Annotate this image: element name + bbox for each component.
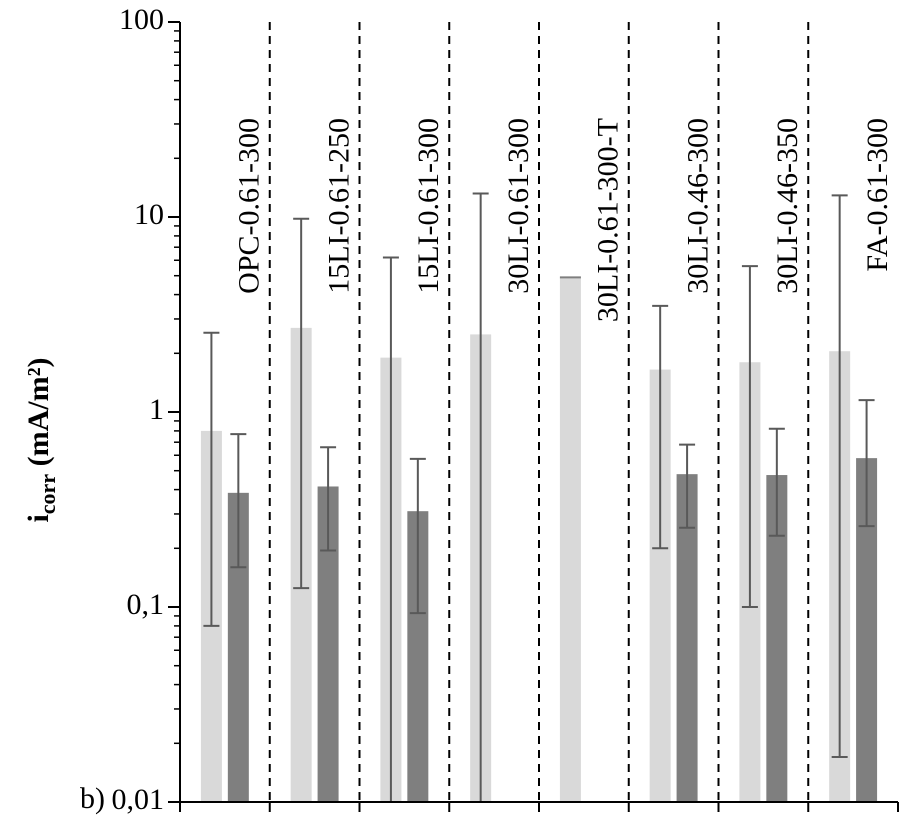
y-tick-label: 10 (134, 198, 164, 231)
y-axis-label-main: i (22, 514, 55, 522)
y-axis-label-sub: corr (35, 474, 60, 515)
category-label: 15LI-0.61-300 (412, 118, 445, 294)
panel-label: b) (80, 782, 105, 815)
y-axis-label: icorr (mA/m²) (22, 357, 60, 522)
y-tick-label: 0,01 (112, 783, 165, 816)
y-tick-label: 100 (119, 3, 164, 36)
y-tick-label: 0,1 (127, 588, 165, 621)
group-dividers (268, 22, 810, 802)
category-label: OPC-0.61-300 (233, 118, 266, 294)
y-tick-label: 1 (149, 393, 164, 426)
error-bars (203, 192, 875, 802)
category-label: 30LI-0.46-350 (771, 118, 804, 294)
bar (766, 475, 788, 802)
bar (649, 369, 671, 802)
category-label: 30LI-0.46-300 (681, 118, 714, 294)
category-label: 30LI-0.61-300-T (592, 118, 625, 322)
y-axis: 0,01 0,1 1 10 100 (112, 3, 899, 816)
bar (559, 277, 581, 803)
bar (407, 511, 429, 802)
bar (676, 474, 698, 802)
bar (227, 492, 249, 802)
category-label: 15LI-0.61-250 (322, 118, 355, 294)
bar (317, 486, 339, 802)
bar (856, 458, 878, 802)
y-axis-label-unit: (mA/m²) (22, 357, 55, 473)
category-label: FA-0.61-300 (861, 118, 894, 272)
category-label: 30LI-0.61-300 (502, 118, 535, 294)
category-labels: OPC-0.61-300 15LI-0.61-250 15LI-0.61-300 30… (233, 118, 894, 322)
bars (200, 277, 878, 803)
